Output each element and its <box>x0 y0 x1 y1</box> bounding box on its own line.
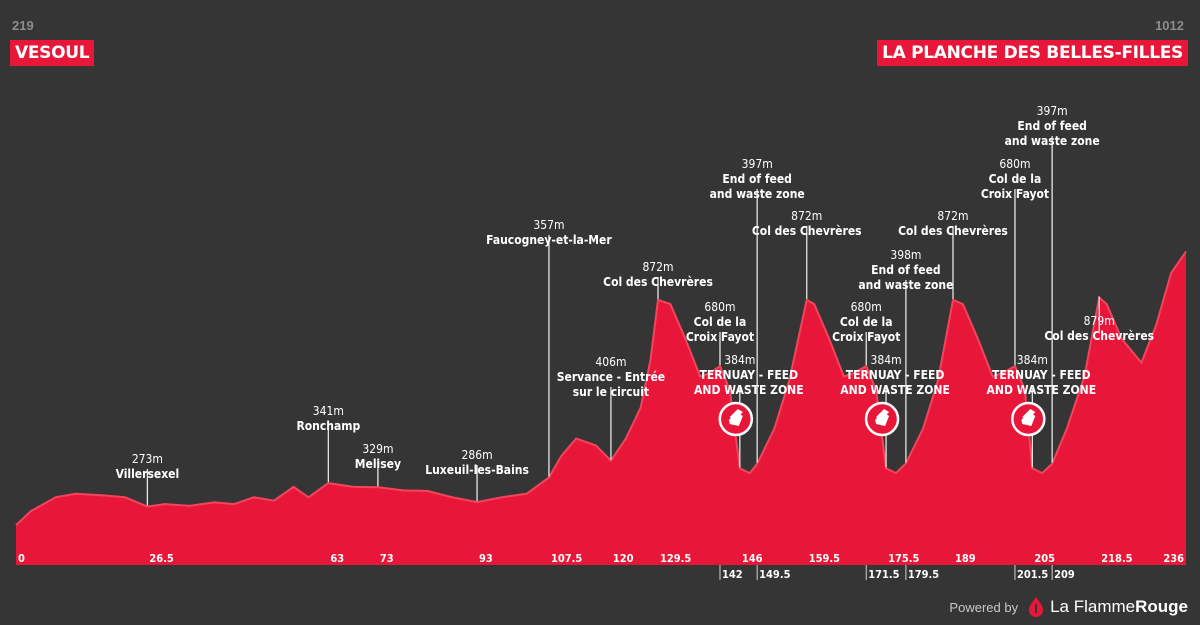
waypoint-name-14-0: Col des Chevrères <box>898 224 1008 238</box>
km-label-15: 189 <box>955 552 976 565</box>
waypoint-name-7-0: Col de la <box>694 315 747 329</box>
km-label-7: 129.5 <box>660 552 691 565</box>
waypoint-name-6-0: Col des Chevrères <box>603 275 713 289</box>
waypoint-altitude-10: 872m <box>791 209 822 223</box>
powered-by-text: Powered by <box>949 599 1019 615</box>
waypoint-name-9-1: and waste zone <box>710 187 805 201</box>
elevation-profile-area <box>16 250 1186 565</box>
waypoint-name-1-0: Ronchamp <box>296 419 360 433</box>
waypoint-altitude-8: 384m <box>724 353 755 367</box>
waypoint-altitude-7: 680m <box>704 300 735 314</box>
km-label-6: 120 <box>613 552 634 565</box>
waypoint-name-8-0: TERNUAY - FEED <box>700 368 799 382</box>
waypoint-name-16-0: TERNUAY - FEED <box>992 368 1091 382</box>
footer: Powered by La FlammeRouge <box>949 597 1188 617</box>
km-label-8: 142 <box>722 568 743 581</box>
waypoint-name-10-0: Col des Chevrères <box>752 224 862 238</box>
waypoint-name-5-0: Servance - Entrée <box>557 370 665 384</box>
waypoint-altitude-5: 406m <box>595 355 626 369</box>
waypoint-name-5-1: sur le circuit <box>573 385 649 399</box>
km-label-4: 93 <box>479 552 493 565</box>
waypoint-name-13-0: End of feed <box>871 263 941 277</box>
waypoint-altitude-14: 872m <box>937 209 968 223</box>
waypoint-altitude-17: 397m <box>1037 104 1068 118</box>
waypoint-altitude-6: 872m <box>642 260 673 274</box>
elevation-profile-outline <box>15 251 1187 526</box>
waypoint-altitude-0: 273m <box>132 452 163 466</box>
waypoint-name-9-0: End of feed <box>722 172 792 186</box>
finish-altitude: 1012 <box>1155 18 1184 33</box>
waypoint-name-12-0: TERNUAY - FEED <box>846 368 945 382</box>
waypoint-altitude-2: 329m <box>362 442 393 456</box>
waypoint-altitude-13: 398m <box>890 248 921 262</box>
waypoint-name-18-0: Col des Chevrères <box>1044 329 1154 343</box>
waypoint-name-13-1: and waste zone <box>858 278 953 292</box>
km-label-18: 209 <box>1054 568 1075 581</box>
km-label-2: 63 <box>330 552 344 565</box>
waypoint-altitude-3: 286m <box>461 448 492 462</box>
km-label-3: 73 <box>380 552 394 565</box>
waypoint-name-4-0: Faucogney-et-la-Mer <box>486 233 612 247</box>
feed-zone-bottle-shape <box>1021 409 1036 426</box>
feed-zone-bottle-shape <box>728 409 743 426</box>
waypoint-name-8-1: AND WASTE ZONE <box>694 383 804 397</box>
km-label-9: 146 <box>742 552 763 565</box>
waypoint-name-17-1: and waste zone <box>1005 134 1100 148</box>
km-label-13: 175.5 <box>888 552 919 565</box>
waypoint-name-17-0: End of feed <box>1017 119 1087 133</box>
km-label-10: 149.5 <box>759 568 790 581</box>
waypoint-altitude-1: 341m <box>313 404 344 418</box>
km-label-11: 159.5 <box>809 552 840 565</box>
finish-town-label: LA PLANCHE DES BELLES-FILLES <box>877 40 1188 66</box>
waypoint-name-15-1: Croix Fayot <box>981 187 1049 201</box>
km-label-12: 171.5 <box>868 568 899 581</box>
km-label-0: 0 <box>18 552 25 565</box>
waypoint-altitude-4: 357m <box>533 218 564 232</box>
km-label-20: 236 <box>1163 552 1184 565</box>
km-label-14: 179.5 <box>908 568 939 581</box>
waypoint-name-0-0: Villersexel <box>116 467 180 481</box>
km-label-19: 218.5 <box>1101 552 1132 565</box>
waypoint-altitude-11: 680m <box>851 300 882 314</box>
waypoint-name-11-0: Col de la <box>840 315 893 329</box>
start-altitude: 219 <box>12 18 34 33</box>
waypoint-name-3-0: Luxeuil-les-Bains <box>425 463 529 477</box>
brand-name: La FlammeRouge <box>1050 597 1188 616</box>
km-label-16: 201.5 <box>1017 568 1048 581</box>
waypoint-altitude-12: 384m <box>871 353 902 367</box>
waypoint-altitude-9: 397m <box>742 157 773 171</box>
waypoint-name-15-0: Col de la <box>989 172 1042 186</box>
waypoint-name-7-1: Croix Fayot <box>686 330 754 344</box>
waypoint-name-12-1: AND WASTE ZONE <box>840 383 950 397</box>
start-town-label: VESOUL <box>10 40 95 66</box>
km-label-5: 107.5 <box>551 552 582 565</box>
flame-logo-icon <box>1029 597 1044 617</box>
feed-zone-bottle-shape <box>875 409 890 426</box>
waypoint-altitude-15: 680m <box>999 157 1030 171</box>
waypoint-name-2-0: Melisey <box>355 457 401 471</box>
waypoint-altitude-18: 879m <box>1084 314 1115 328</box>
waypoint-name-16-1: AND WASTE ZONE <box>987 383 1097 397</box>
waypoint-name-11-1: Croix Fayot <box>832 330 900 344</box>
km-label-17: 205 <box>1034 552 1055 565</box>
waypoint-altitude-16: 384m <box>1017 353 1048 367</box>
km-label-1: 26.5 <box>149 552 174 565</box>
